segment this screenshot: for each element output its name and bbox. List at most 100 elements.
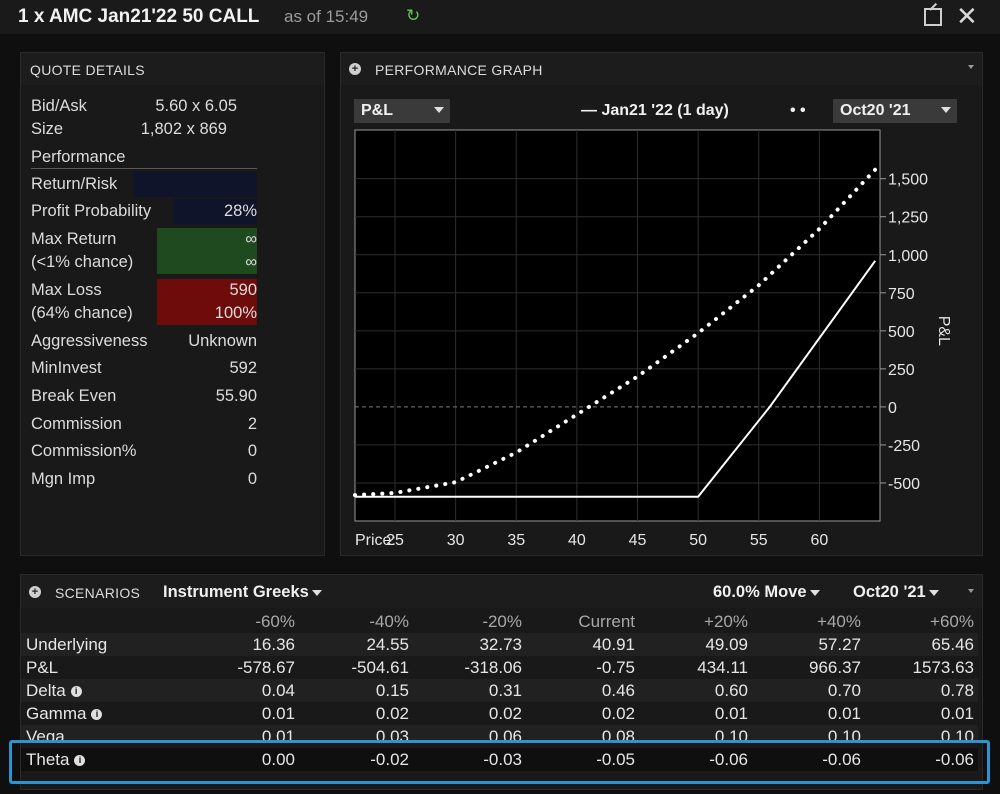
max-loss-label: Max Loss xyxy=(31,281,102,299)
move-dropdown-label: 60.0% Move xyxy=(713,583,807,601)
table-cell: -578.67 xyxy=(237,658,295,677)
y-tick-label: 1,250 xyxy=(888,210,928,227)
graph-date-dropdown-label: Oct20 '21 xyxy=(840,102,911,119)
commission-pct-label: Commission% xyxy=(31,442,137,460)
row-label: P&L xyxy=(26,658,59,677)
y-tick-label: 1,500 xyxy=(888,172,928,189)
table-cell: 57.27 xyxy=(818,635,861,654)
x-axis-label: Price: xyxy=(355,532,396,549)
table-row-vega: Vega 0.01 0.03 0.06 0.08 0.10 0.10 0.10 xyxy=(21,725,978,743)
close-icon[interactable]: ✕ xyxy=(956,1,978,31)
column-header: Current xyxy=(578,612,635,631)
y-tick-label: 500 xyxy=(888,324,915,341)
table-cell: 16.36 xyxy=(252,635,295,654)
table-header-row: -60% -40% -20% Current +20% +40% +60% xyxy=(21,610,978,633)
title-bar: 1 x AMC Jan21'22 50 CALL as of 15:49 ↻ ✕ xyxy=(0,0,1000,34)
table-cell: 0.03 xyxy=(375,727,409,743)
return-risk-row: Return/Risk xyxy=(31,172,257,198)
x-tick-label: 60 xyxy=(810,532,828,549)
plot-area xyxy=(354,129,881,522)
y-tick-label: -500 xyxy=(888,476,920,493)
table-cell: -0.06 xyxy=(709,750,748,769)
mininvest-label: MinInvest xyxy=(31,359,102,377)
table-cell: -0.06 xyxy=(935,750,974,769)
commission-pct-value: 0 xyxy=(247,442,257,460)
row-label-wrap: Delta i xyxy=(26,681,82,701)
table-cell: 0.02 xyxy=(601,704,635,723)
y-tick-label: 250 xyxy=(888,362,915,379)
return-risk-label: Return/Risk xyxy=(31,175,118,193)
table-cell: 0.78 xyxy=(940,681,974,700)
info-icon[interactable]: i xyxy=(70,686,82,697)
column-header: +60% xyxy=(930,612,974,631)
table-cell: 0.70 xyxy=(827,681,861,700)
aggressiveness-value: Unknown xyxy=(188,332,257,350)
chevron-down-icon xyxy=(809,589,820,596)
max-return-chance-label: (<1% chance) xyxy=(31,253,134,271)
popout-icon[interactable] xyxy=(924,8,942,26)
legend-dotted: • • xyxy=(790,102,806,119)
metric-dropdown[interactable]: P&L xyxy=(354,99,450,123)
refresh-icon[interactable]: ↻ xyxy=(406,6,421,25)
bid-ask-label: Bid/Ask xyxy=(31,97,87,115)
graph-date-dropdown[interactable]: Oct20 '21 xyxy=(833,99,957,123)
info-icon[interactable]: i xyxy=(91,709,103,720)
table-cell: -0.02 xyxy=(370,750,409,769)
scenarios-menu-icon[interactable] xyxy=(968,589,974,593)
move-dropdown[interactable]: 60.0% Move xyxy=(713,583,820,602)
performance-label: Performance xyxy=(31,148,126,166)
table-cell: 0.15 xyxy=(375,681,409,700)
table-cell: -0.75 xyxy=(596,658,635,677)
y-tick-label: 1,000 xyxy=(888,248,928,265)
table-cell: 966.37 xyxy=(809,658,861,677)
profit-probability-value: 28% xyxy=(223,202,257,220)
quote-details-header: QUOTE DETAILS xyxy=(21,53,324,85)
column-header: +20% xyxy=(704,612,748,631)
table-cell: -0.06 xyxy=(822,750,861,769)
performance-graph-title: PERFORMANCE GRAPH xyxy=(375,62,543,78)
performance-graph-header: + PERFORMANCE GRAPH xyxy=(341,53,982,85)
table-row-pnl: P&L -578.67 -504.61 -318.06 -0.75 434.11… xyxy=(21,656,978,679)
performance-section: Performance xyxy=(31,148,257,169)
table-cell: 0.01 xyxy=(261,727,295,743)
window-title: 1 x AMC Jan21'22 50 CALL xyxy=(18,6,260,27)
panel-menu-icon[interactable] xyxy=(968,65,974,69)
greeks-dropdown[interactable]: Instrument Greeks xyxy=(163,583,322,602)
row-label-wrap: Gamma i xyxy=(26,704,103,724)
scenario-date-dropdown-label: Oct20 '21 xyxy=(853,583,926,601)
aggressiveness-label: Aggressiveness xyxy=(31,332,148,350)
table-cell: 0.31 xyxy=(488,681,522,700)
table-cell: -318.06 xyxy=(464,658,522,677)
table-cell: 49.09 xyxy=(705,635,748,654)
y-tick-label: -250 xyxy=(888,438,920,455)
scenario-date-dropdown[interactable]: Oct20 '21 xyxy=(853,583,939,602)
table-cell: 0.02 xyxy=(488,704,522,723)
scenarios-expand-icon[interactable]: + xyxy=(29,586,41,598)
table-row-gamma: Gamma i 0.01 0.02 0.02 0.02 0.01 0.01 0.0… xyxy=(21,702,978,725)
y-tick-label: 0 xyxy=(888,400,897,417)
table-cell: 24.55 xyxy=(366,635,409,654)
profit-probability-label: Profit Probability xyxy=(31,202,152,220)
table-row-delta: Delta i 0.04 0.15 0.31 0.46 0.60 0.70 0.7… xyxy=(21,679,978,702)
chevron-down-icon xyxy=(941,107,951,113)
x-tick-label: 35 xyxy=(507,532,525,549)
max-loss-chance-value: 100% xyxy=(214,304,257,322)
column-header: -40% xyxy=(369,612,409,631)
max-loss-chance-label: (64% chance) xyxy=(31,304,133,322)
scenarios-title: SCENARIOS xyxy=(55,585,141,601)
max-return-chance-value: ∞ xyxy=(245,253,257,271)
quote-details-title: QUOTE DETAILS xyxy=(30,62,145,78)
table-cell: -0.03 xyxy=(483,750,522,769)
info-icon[interactable]: i xyxy=(74,755,86,766)
chevron-down-icon xyxy=(311,589,322,596)
row-label-wrap: Theta i xyxy=(26,750,86,770)
row-label: Theta xyxy=(26,750,70,769)
metric-dropdown-label: P&L xyxy=(361,102,393,119)
as-of-time: as of 15:49 xyxy=(284,7,369,26)
commission-value: 2 xyxy=(247,415,257,433)
chevron-down-icon xyxy=(928,589,939,596)
table-cell: 0.01 xyxy=(714,704,748,723)
table-cell: 0.60 xyxy=(714,681,748,700)
return-risk-value xyxy=(133,172,257,197)
expand-icon[interactable]: + xyxy=(349,63,361,75)
